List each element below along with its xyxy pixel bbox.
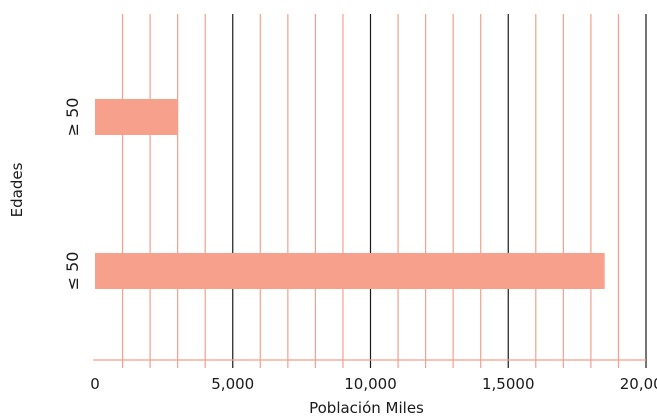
x-tick-label: 20,000 (620, 375, 657, 393)
x-tick-label: 5,000 (211, 375, 254, 393)
x-tick-label: 1,5000 (482, 375, 535, 393)
bar-2 (95, 253, 605, 289)
category-label: ≥ 50 (63, 98, 82, 137)
x-axis-title: Población Miles (309, 399, 424, 417)
gridlines (121, 14, 647, 368)
x-tick-label: 10,000 (344, 375, 397, 393)
y-axis-title: Edades (8, 162, 26, 217)
bars (95, 99, 605, 289)
category-labels: ≥ 50 ≤ 50 (63, 98, 82, 291)
x-tick-labels: 0 5,000 10,000 1,5000 20,000 (90, 375, 657, 393)
category-label: ≤ 50 (63, 252, 82, 291)
bar-1 (95, 99, 178, 135)
x-tick-label: 0 (90, 375, 100, 393)
